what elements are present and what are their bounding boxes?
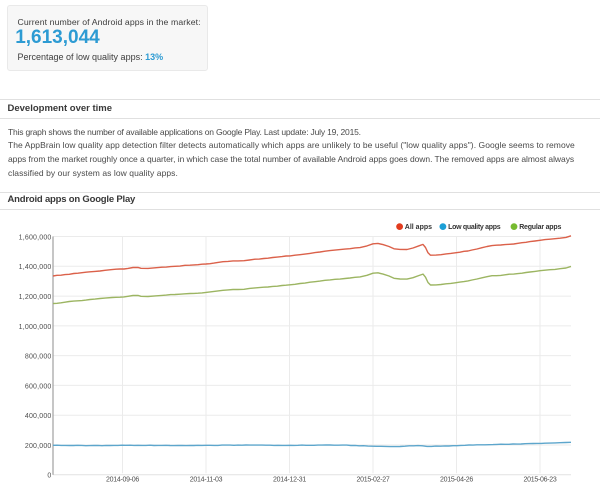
svg-text:600,000: 600,000 — [25, 383, 52, 390]
svg-text:1,200,000: 1,200,000 — [19, 294, 52, 301]
svg-text:2015-02-27: 2015-02-27 — [356, 477, 389, 484]
svg-text:2014-11-03: 2014-11-03 — [190, 477, 223, 484]
svg-text:1,600,000: 1,600,000 — [19, 234, 52, 241]
svg-text:2015-04-26: 2015-04-26 — [440, 477, 473, 484]
svg-text:200,000: 200,000 — [25, 443, 52, 450]
svg-text:800,000: 800,000 — [25, 354, 52, 361]
svg-text:All apps: All apps — [405, 224, 432, 231]
svg-text:2014-12-31: 2014-12-31 — [273, 477, 306, 484]
svg-text:2015-06-23: 2015-06-23 — [523, 477, 556, 484]
svg-text:1,000,000: 1,000,000 — [19, 324, 52, 331]
svg-text:Low quality apps: Low quality apps — [448, 224, 501, 231]
svg-text:0: 0 — [47, 473, 51, 480]
svg-text:Regular apps: Regular apps — [519, 224, 561, 231]
svg-text:2014-09-06: 2014-09-06 — [106, 477, 139, 484]
svg-text:1,400,000: 1,400,000 — [19, 264, 52, 271]
svg-text:400,000: 400,000 — [25, 413, 52, 420]
